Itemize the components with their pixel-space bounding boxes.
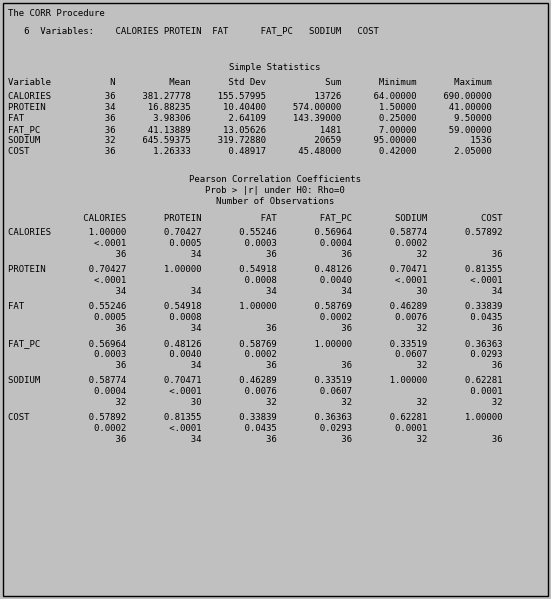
Text: <.0001                      0.0008        0.0040        <.0001        <.0001: <.0001 0.0008 0.0040 <.0001 <.0001 (8, 276, 503, 285)
Text: 34            34            34            34            30            34: 34 34 34 34 30 34 (8, 287, 503, 296)
Text: CALORIES       1.00000       0.70427       0.55246       0.56964       0.58774  : CALORIES 1.00000 0.70427 0.55246 0.56964… (8, 228, 503, 237)
Text: 6  Variables:    CALORIES PROTEIN  FAT      FAT_PC   SODIUM   COST: 6 Variables: CALORIES PROTEIN FAT FAT_PC… (8, 26, 379, 35)
Text: 0.0004        <.0001        0.0076        0.0607                      0.0001: 0.0004 <.0001 0.0076 0.0607 0.0001 (8, 387, 503, 396)
Text: 32            30            32            32            32            32: 32 30 32 32 32 32 (8, 398, 503, 407)
Text: FAT               36       3.98306       2.64109     143.39000       0.25000    : FAT 36 3.98306 2.64109 143.39000 0.25000 (8, 114, 491, 123)
Text: Prob > |r| under H0: Rho=0: Prob > |r| under H0: Rho=0 (205, 186, 345, 195)
Text: 36            34            36            36            32            36: 36 34 36 36 32 36 (8, 435, 503, 444)
Text: FAT_PC            36      41.13889      13.05626          1481       7.00000    : FAT_PC 36 41.13889 13.05626 1481 7.00000 (8, 125, 491, 134)
Text: CALORIES       PROTEIN           FAT        FAT_PC        SODIUM          COST: CALORIES PROTEIN FAT FAT_PC SODIUM COST (8, 213, 503, 222)
Text: Pearson Correlation Coefficients: Pearson Correlation Coefficients (189, 175, 361, 184)
Text: 36            34            36            36            32            36: 36 34 36 36 32 36 (8, 361, 503, 370)
Text: COST              36       1.26333       0.48917      45.48000       0.42000    : COST 36 1.26333 0.48917 45.48000 0.42000 (8, 147, 491, 156)
Text: COST           0.57892       0.81355       0.33839       0.36363       0.62281  : COST 0.57892 0.81355 0.33839 0.36363 0.6… (8, 413, 503, 422)
Text: SODIUM            32     645.59375     319.72880         20659      95.00000    : SODIUM 32 645.59375 319.72880 20659 95.0… (8, 136, 491, 145)
Text: 36            34            36            36            32            36: 36 34 36 36 32 36 (8, 250, 503, 259)
Text: 36            34            36            36            32            36: 36 34 36 36 32 36 (8, 324, 503, 333)
Text: <.0001        0.0005        0.0003        0.0004        0.0002: <.0001 0.0005 0.0003 0.0004 0.0002 (8, 239, 427, 248)
Text: Number of Observations: Number of Observations (216, 197, 334, 206)
Text: 0.0003        0.0040        0.0002                      0.0607        0.0293: 0.0003 0.0040 0.0002 0.0607 0.0293 (8, 350, 503, 359)
Text: Simple Statistics: Simple Statistics (229, 63, 321, 72)
Text: 0.0002        <.0001        0.0435        0.0293        0.0001: 0.0002 <.0001 0.0435 0.0293 0.0001 (8, 424, 427, 433)
Text: Variable           N          Mean       Std Dev           Sum       Minimum    : Variable N Mean Std Dev Sum Minimum (8, 78, 491, 87)
Text: SODIUM         0.58774       0.70471       0.46289       0.33519       1.00000  : SODIUM 0.58774 0.70471 0.46289 0.33519 1… (8, 376, 503, 385)
Text: CALORIES          36     381.27778     155.57995         13726      64.00000    : CALORIES 36 381.27778 155.57995 13726 64… (8, 92, 491, 101)
Text: PROTEIN           34      16.88235      10.40400     574.00000       1.50000    : PROTEIN 34 16.88235 10.40400 574.00000 1… (8, 103, 491, 112)
Text: The CORR Procedure: The CORR Procedure (8, 9, 105, 18)
Text: 0.0005        0.0008                      0.0002        0.0076        0.0435: 0.0005 0.0008 0.0002 0.0076 0.0435 (8, 313, 503, 322)
Text: FAT            0.55246       0.54918       1.00000       0.58769       0.46289  : FAT 0.55246 0.54918 1.00000 0.58769 0.46… (8, 302, 503, 311)
Text: FAT_PC         0.56964       0.48126       0.58769       1.00000       0.33519  : FAT_PC 0.56964 0.48126 0.58769 1.00000 0… (8, 339, 503, 348)
Text: PROTEIN        0.70427       1.00000       0.54918       0.48126       0.70471  : PROTEIN 0.70427 1.00000 0.54918 0.48126 … (8, 265, 503, 274)
